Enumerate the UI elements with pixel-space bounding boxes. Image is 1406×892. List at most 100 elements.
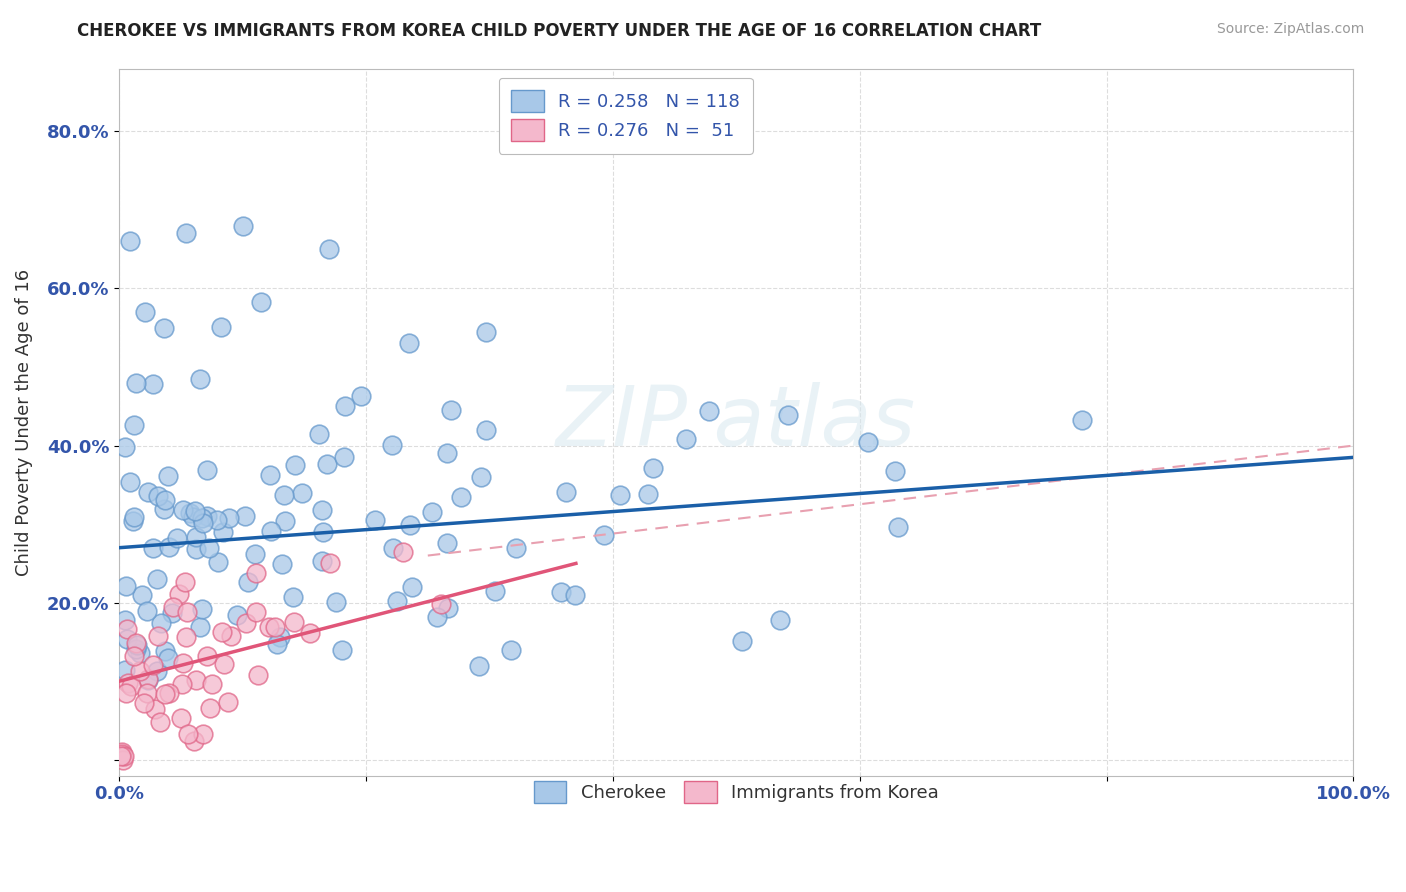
Point xyxy=(291,485,314,500)
Point xyxy=(170,677,193,691)
Point xyxy=(401,580,423,594)
Point xyxy=(884,464,907,478)
Point xyxy=(333,399,356,413)
Point xyxy=(1071,413,1094,427)
Point xyxy=(235,616,257,631)
Point xyxy=(115,632,138,646)
Point xyxy=(225,608,247,623)
Point xyxy=(188,620,211,634)
Point xyxy=(609,488,631,502)
Point xyxy=(120,679,142,693)
Point xyxy=(114,663,136,677)
Point xyxy=(501,643,523,657)
Point xyxy=(273,514,295,528)
Point xyxy=(115,579,138,593)
Point xyxy=(440,403,463,417)
Point xyxy=(555,485,578,500)
Y-axis label: Child Poverty Under the Age of 16: Child Poverty Under the Age of 16 xyxy=(15,268,32,575)
Point xyxy=(550,585,572,599)
Point xyxy=(157,540,180,554)
Text: Source: ZipAtlas.com: Source: ZipAtlas.com xyxy=(1216,22,1364,37)
Point xyxy=(212,524,235,539)
Point xyxy=(153,687,176,701)
Point xyxy=(198,701,221,715)
Point xyxy=(246,667,269,681)
Point xyxy=(115,622,138,636)
Point xyxy=(142,541,165,555)
Point xyxy=(426,610,449,624)
Point xyxy=(856,435,879,450)
Point xyxy=(236,574,259,589)
Legend: Cherokee, Immigrants from Korea: Cherokee, Immigrants from Korea xyxy=(522,769,952,816)
Point xyxy=(129,664,152,678)
Point xyxy=(117,676,139,690)
Point xyxy=(148,489,170,503)
Point xyxy=(484,584,506,599)
Point xyxy=(392,545,415,559)
Point xyxy=(233,509,256,524)
Point xyxy=(157,686,180,700)
Point xyxy=(264,620,287,634)
Point xyxy=(176,605,198,619)
Point xyxy=(142,377,165,392)
Point xyxy=(191,602,214,616)
Point xyxy=(184,504,207,518)
Point xyxy=(232,219,254,233)
Point xyxy=(593,528,616,542)
Point xyxy=(470,469,492,483)
Point xyxy=(112,748,135,763)
Point xyxy=(131,588,153,602)
Text: ZIP atlas: ZIP atlas xyxy=(557,382,917,463)
Point xyxy=(269,630,291,644)
Point xyxy=(134,305,156,319)
Point xyxy=(217,695,239,709)
Point xyxy=(381,541,404,555)
Point xyxy=(201,677,224,691)
Point xyxy=(125,638,148,652)
Point xyxy=(143,702,166,716)
Point xyxy=(284,458,307,472)
Point xyxy=(188,372,211,386)
Point xyxy=(174,227,197,241)
Point xyxy=(641,460,664,475)
Point xyxy=(122,418,145,433)
Point xyxy=(769,614,792,628)
Point xyxy=(153,644,176,658)
Point xyxy=(146,665,169,679)
Point xyxy=(111,745,134,759)
Point xyxy=(475,423,498,437)
Point xyxy=(136,673,159,687)
Point xyxy=(146,572,169,586)
Point xyxy=(153,492,176,507)
Point xyxy=(195,508,218,523)
Point xyxy=(111,747,134,761)
Point xyxy=(398,336,420,351)
Point xyxy=(118,235,141,249)
Point xyxy=(184,530,207,544)
Point xyxy=(245,605,267,619)
Point xyxy=(218,511,240,525)
Point xyxy=(281,590,304,604)
Point xyxy=(125,642,148,657)
Point xyxy=(211,625,233,640)
Point xyxy=(468,658,491,673)
Point xyxy=(886,520,908,534)
Point xyxy=(153,320,176,334)
Point xyxy=(193,727,215,741)
Point xyxy=(114,440,136,454)
Point xyxy=(177,727,200,741)
Point xyxy=(142,657,165,672)
Point xyxy=(250,295,273,310)
Point xyxy=(179,506,201,520)
Point xyxy=(115,686,138,700)
Point xyxy=(156,651,179,665)
Point xyxy=(245,566,267,580)
Point xyxy=(207,555,229,569)
Point xyxy=(135,685,157,699)
Point xyxy=(219,628,242,642)
Point xyxy=(243,548,266,562)
Point xyxy=(298,626,321,640)
Point xyxy=(436,536,458,550)
Point xyxy=(349,389,371,403)
Point xyxy=(121,514,143,528)
